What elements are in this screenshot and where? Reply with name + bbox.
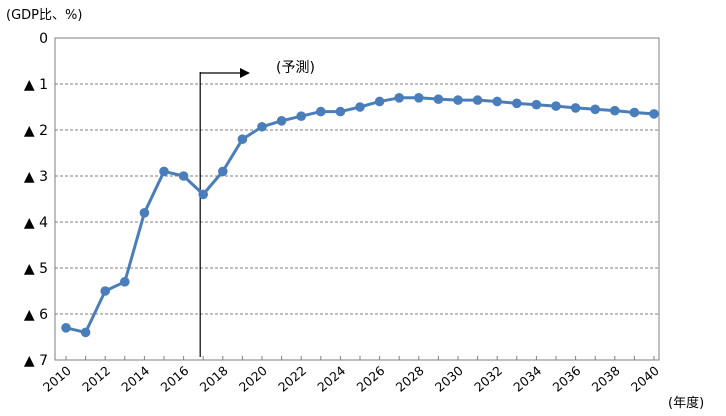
y-tick-label: 0 <box>39 31 48 47</box>
data-point <box>237 134 248 144</box>
x-tick-label: 2014 <box>118 363 152 395</box>
data-point <box>649 109 659 119</box>
data-point <box>472 95 483 105</box>
data-point <box>100 286 110 296</box>
y-tick-label: ▲ 7 <box>24 353 48 369</box>
x-tick-label: 2030 <box>432 363 466 395</box>
data-point <box>80 327 91 338</box>
data-point <box>276 116 287 126</box>
x-tick-label: 2018 <box>197 363 231 395</box>
data-point <box>512 98 522 109</box>
forecast-annotation: (予測) <box>276 60 315 76</box>
x-axis-unit-label: (年度) <box>668 395 704 411</box>
data-point <box>159 166 169 177</box>
data-point <box>316 106 326 117</box>
x-tick-label: 2038 <box>589 363 623 395</box>
data-point <box>139 208 150 218</box>
data-point <box>120 277 130 287</box>
x-tick-label: 2022 <box>275 363 309 395</box>
x-tick-label: 2028 <box>393 363 427 395</box>
data-point <box>218 166 228 177</box>
series-line <box>65 96 655 334</box>
x-tick-label: 2040 <box>628 363 662 395</box>
y-axis-unit-label: (GDP比、%) <box>6 8 82 23</box>
x-tick-label: 2026 <box>354 363 388 395</box>
x-tick-label: 2016 <box>158 363 192 395</box>
x-tick-label: 2012 <box>79 363 113 395</box>
data-point <box>551 101 561 111</box>
x-tick-label: 2020 <box>236 363 270 395</box>
data-point <box>492 96 503 107</box>
data-point <box>374 96 385 107</box>
data-point <box>198 189 208 200</box>
x-tick-label: 2036 <box>550 363 584 395</box>
y-tick-label: ▲ 2 <box>24 123 48 139</box>
data-point <box>335 106 346 117</box>
data-point <box>61 323 71 333</box>
x-tick-label: 2032 <box>471 363 505 395</box>
y-axis-ticks: 0 ▲ 1 ▲ 2 ▲ 3 ▲ 4 ▲ 5 ▲ 6 ▲ 7 <box>24 31 48 369</box>
y-tick-label: ▲ 5 <box>24 261 48 277</box>
series-group <box>61 93 659 338</box>
data-point <box>414 93 424 103</box>
data-point <box>178 171 189 181</box>
data-point <box>610 105 620 116</box>
data-point <box>570 103 581 113</box>
data-point <box>394 93 405 103</box>
y-tick-label: ▲ 4 <box>24 215 48 231</box>
data-point <box>531 99 542 110</box>
y-tick-label: ▲ 6 <box>24 307 48 323</box>
gridlines <box>55 83 659 315</box>
data-point <box>433 94 444 104</box>
data-point <box>453 95 463 105</box>
data-point <box>629 107 640 118</box>
forecast-marker: (予測) <box>199 60 315 357</box>
data-point <box>257 121 267 132</box>
x-tick-label: 2034 <box>510 363 544 395</box>
x-tick-label: 2024 <box>314 363 348 395</box>
data-point <box>590 104 600 115</box>
data-point <box>355 102 365 112</box>
plot-area <box>54 37 660 361</box>
forecast-arrow-head <box>240 68 250 78</box>
y-tick-label: ▲ 3 <box>24 169 48 185</box>
x-axis-ticks: 2010 2012 2014 2016 2018 2020 2022 2024 2026 2028… <box>40 356 662 395</box>
data-point <box>296 111 307 121</box>
y-tick-label: ▲ 1 <box>24 77 48 93</box>
